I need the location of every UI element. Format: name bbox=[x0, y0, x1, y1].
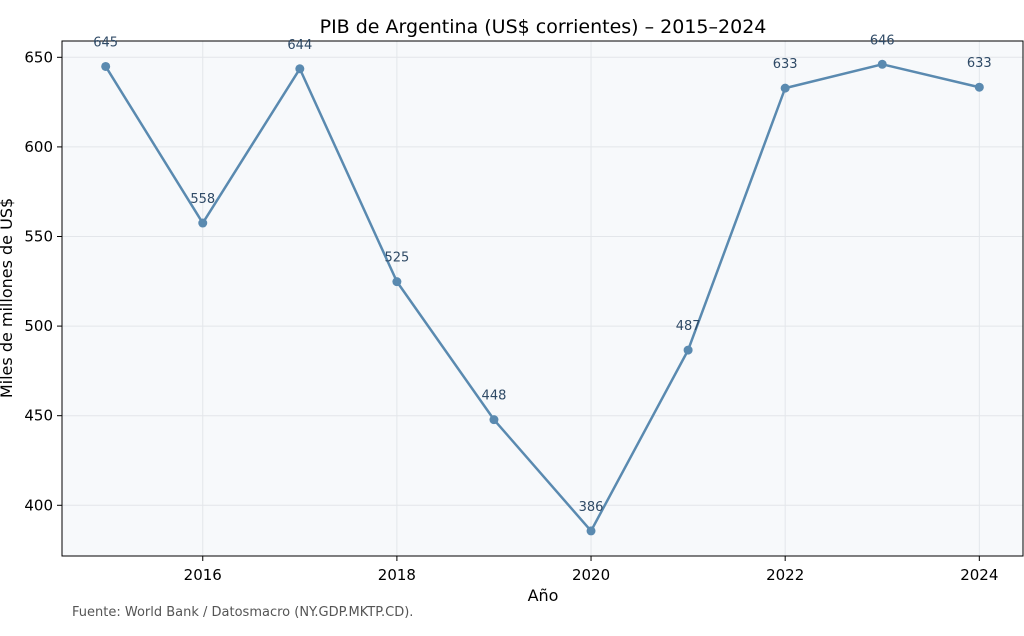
y-tick-label-400: 400 bbox=[24, 496, 53, 514]
y-tick-label-450: 450 bbox=[24, 407, 53, 425]
data-label-2021: 487 bbox=[676, 319, 701, 334]
data-point-2024 bbox=[974, 82, 984, 92]
x-axis-ticks: 2016 2018 2020 2022 2024 bbox=[184, 556, 998, 584]
data-label-2019: 448 bbox=[482, 389, 507, 404]
data-point-2023 bbox=[877, 59, 887, 69]
data-point-2022 bbox=[780, 83, 790, 93]
data-point-2019 bbox=[489, 415, 499, 425]
y-tick-label-650: 650 bbox=[24, 48, 53, 66]
grid-lines bbox=[62, 41, 1023, 556]
y-axis-ticks: 400 450 500 550 600 650 bbox=[24, 48, 62, 514]
data-point-2018 bbox=[392, 277, 402, 287]
x-tick-label-2018: 2018 bbox=[378, 566, 416, 584]
series-layer bbox=[104, 63, 981, 533]
y-tick-label-500: 500 bbox=[24, 317, 53, 335]
y-tick-label-600: 600 bbox=[24, 138, 53, 156]
data-label-layer: 645 558 644 525 448 386 487 633 646 633 bbox=[93, 33, 991, 515]
data-label-2017: 644 bbox=[287, 38, 312, 53]
plot-background bbox=[62, 41, 1023, 556]
source-note: Fuente: World Bank / Datosmacro (NY.GDP.… bbox=[72, 605, 414, 620]
data-label-2015: 645 bbox=[93, 35, 118, 50]
series-line-0 bbox=[104, 63, 981, 533]
data-label-2018: 525 bbox=[384, 251, 409, 266]
data-label-2016: 558 bbox=[190, 192, 215, 207]
data-point-2016 bbox=[198, 218, 208, 228]
x-tick-label-2022: 2022 bbox=[766, 566, 804, 584]
data-point-2017 bbox=[295, 64, 305, 74]
chart-title: PIB de Argentina (US$ corrientes) – 2015… bbox=[320, 16, 767, 38]
data-label-2020: 386 bbox=[579, 500, 604, 515]
data-label-2022: 633 bbox=[773, 57, 798, 72]
point-layer bbox=[101, 59, 984, 536]
x-tick-label-2016: 2016 bbox=[184, 566, 222, 584]
data-label-2023: 646 bbox=[870, 33, 895, 48]
x-tick-label-2020: 2020 bbox=[572, 566, 610, 584]
x-tick-label-2024: 2024 bbox=[960, 566, 998, 584]
data-point-2020 bbox=[586, 526, 596, 536]
data-label-2024: 633 bbox=[967, 56, 992, 71]
y-axis-label: Miles de millones de US$ bbox=[0, 198, 16, 398]
x-axis-label: Año bbox=[528, 586, 559, 605]
y-tick-label-550: 550 bbox=[24, 227, 53, 245]
data-point-2015 bbox=[101, 61, 111, 71]
plot-frame bbox=[61, 40, 1024, 557]
data-point-2021 bbox=[683, 345, 693, 355]
